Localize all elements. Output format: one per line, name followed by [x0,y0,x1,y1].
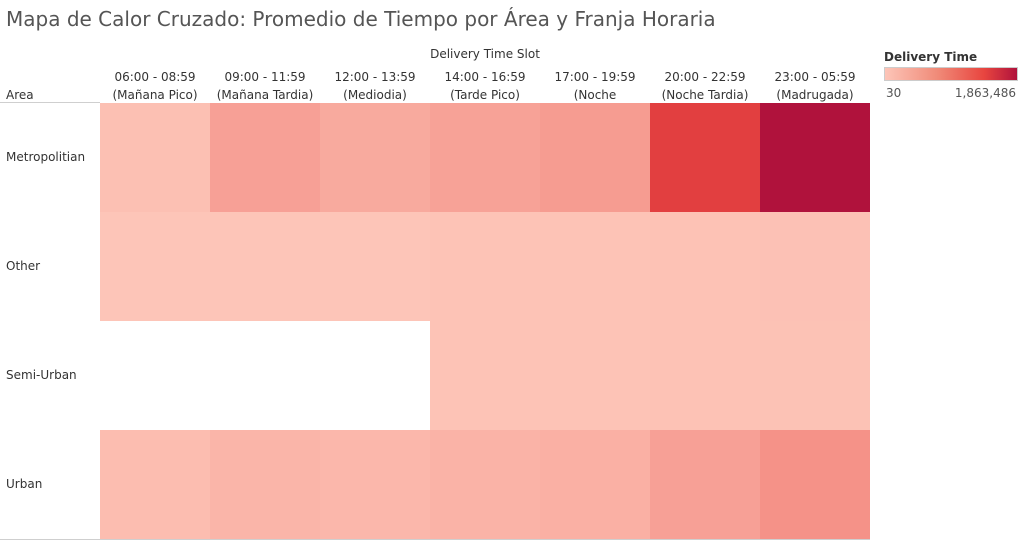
heatmap-cell[interactable] [430,212,540,321]
row-header-title: Area [6,88,34,102]
column-label: 20:00 - 22:59 (Noche Tardia) [650,68,760,104]
legend-color-scale [884,67,1018,81]
column-label: 09:00 - 11:59 (Mañana Tardia) [210,68,320,104]
column-label-time: 17:00 - 19:59 [554,70,636,84]
column-label-time: 12:00 - 13:59 [334,70,416,84]
heatmap-cell[interactable] [210,103,320,212]
header-divider [0,102,100,103]
column-label: 14:00 - 16:59 (Tarde Pico) [430,68,540,104]
column-label-name: (Mañana Tardia) [216,88,314,102]
column-label-time: 09:00 - 11:59 [224,70,306,84]
column-label-time: 20:00 - 22:59 [664,70,746,84]
column-label: 23:00 - 05:59 (Madrugada) [760,68,870,104]
heatmap-cell[interactable] [650,103,760,212]
legend-title: Delivery Time [884,50,978,64]
heatmap-cell[interactable] [320,212,430,321]
heatmap-cell[interactable] [760,212,870,321]
row-label: Metropolitian [6,149,86,164]
heatmap-cell[interactable] [760,321,870,430]
column-label-time: 06:00 - 08:59 [114,70,196,84]
heatmap-cell[interactable] [210,212,320,321]
column-label-name: (Noche Tardia) [661,88,749,102]
heatmap-cell[interactable] [650,430,760,539]
heatmap-cell[interactable] [100,430,210,539]
heatmap-cell[interactable] [650,321,760,430]
column-header-title: Delivery Time Slot [430,47,540,61]
column-label-name: (Tarde Pico) [450,88,520,102]
heatmap-cell[interactable] [320,103,430,212]
heatmap-cell[interactable] [540,212,650,321]
heatmap-cell[interactable] [540,321,650,430]
heatmap-cell[interactable] [210,430,320,539]
column-label: 06:00 - 08:59 (Mañana Pico) [100,68,210,104]
row-label: Urban [6,476,43,491]
column-label-name: (Mañana Pico) [112,88,198,102]
heatmap-cell[interactable] [430,321,540,430]
heatmap-cell[interactable] [320,321,430,430]
heatmap-cell[interactable] [100,321,210,430]
heatmap-cell[interactable] [650,212,760,321]
row-label: Other [6,258,41,273]
heatmap-cell[interactable] [430,430,540,539]
column-label-time: 14:00 - 16:59 [444,70,526,84]
heatmap-cell[interactable] [540,103,650,212]
heatmap-cell[interactable] [100,212,210,321]
heatmap-cell[interactable] [540,430,650,539]
chart-title: Mapa de Calor Cruzado: Promedio de Tiemp… [6,7,716,31]
column-label-name: (Madrugada) [776,88,854,102]
heatmap-cell[interactable] [320,430,430,539]
heatmap-cell[interactable] [430,103,540,212]
legend-max-label: 1,863,486 [954,86,1016,100]
heatmap-cell[interactable] [760,103,870,212]
row-label: Semi-Urban [6,367,77,382]
column-label-time: 23:00 - 05:59 [774,70,856,84]
heatmap-cell[interactable] [210,321,320,430]
column-label: 12:00 - 13:59 (Mediodia) [320,68,430,104]
column-label-name: (Mediodia) [343,88,407,102]
heatmap-cell[interactable] [100,103,210,212]
legend-min-label: 30 [886,86,902,100]
heatmap-cell[interactable] [760,430,870,539]
